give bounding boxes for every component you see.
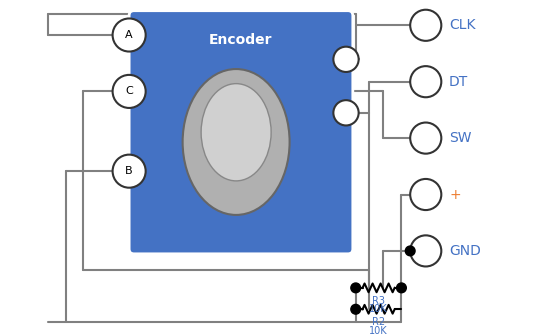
Text: 10K: 10K [369,326,388,336]
Circle shape [333,47,359,72]
Text: +: + [449,187,461,202]
Text: R2: R2 [372,317,385,327]
Circle shape [410,235,441,266]
Circle shape [112,155,145,188]
Circle shape [410,66,441,97]
Text: R3: R3 [372,296,385,306]
Ellipse shape [182,69,290,215]
Text: DT: DT [449,75,468,89]
Circle shape [410,179,441,210]
Text: CLK: CLK [449,18,476,32]
Circle shape [410,123,441,154]
Circle shape [410,10,441,41]
Ellipse shape [201,84,271,181]
Circle shape [397,283,406,293]
Text: SW: SW [449,131,472,145]
Circle shape [112,75,145,108]
Text: B: B [125,166,133,176]
Text: Encoder: Encoder [209,33,273,47]
Text: GND: GND [449,244,481,258]
Circle shape [351,304,360,314]
Circle shape [112,18,145,51]
Circle shape [406,246,415,256]
Circle shape [333,100,359,125]
Circle shape [351,283,360,293]
Text: A: A [125,30,133,40]
Text: 10K: 10K [369,304,388,314]
Text: C: C [125,86,133,96]
FancyBboxPatch shape [129,11,353,254]
